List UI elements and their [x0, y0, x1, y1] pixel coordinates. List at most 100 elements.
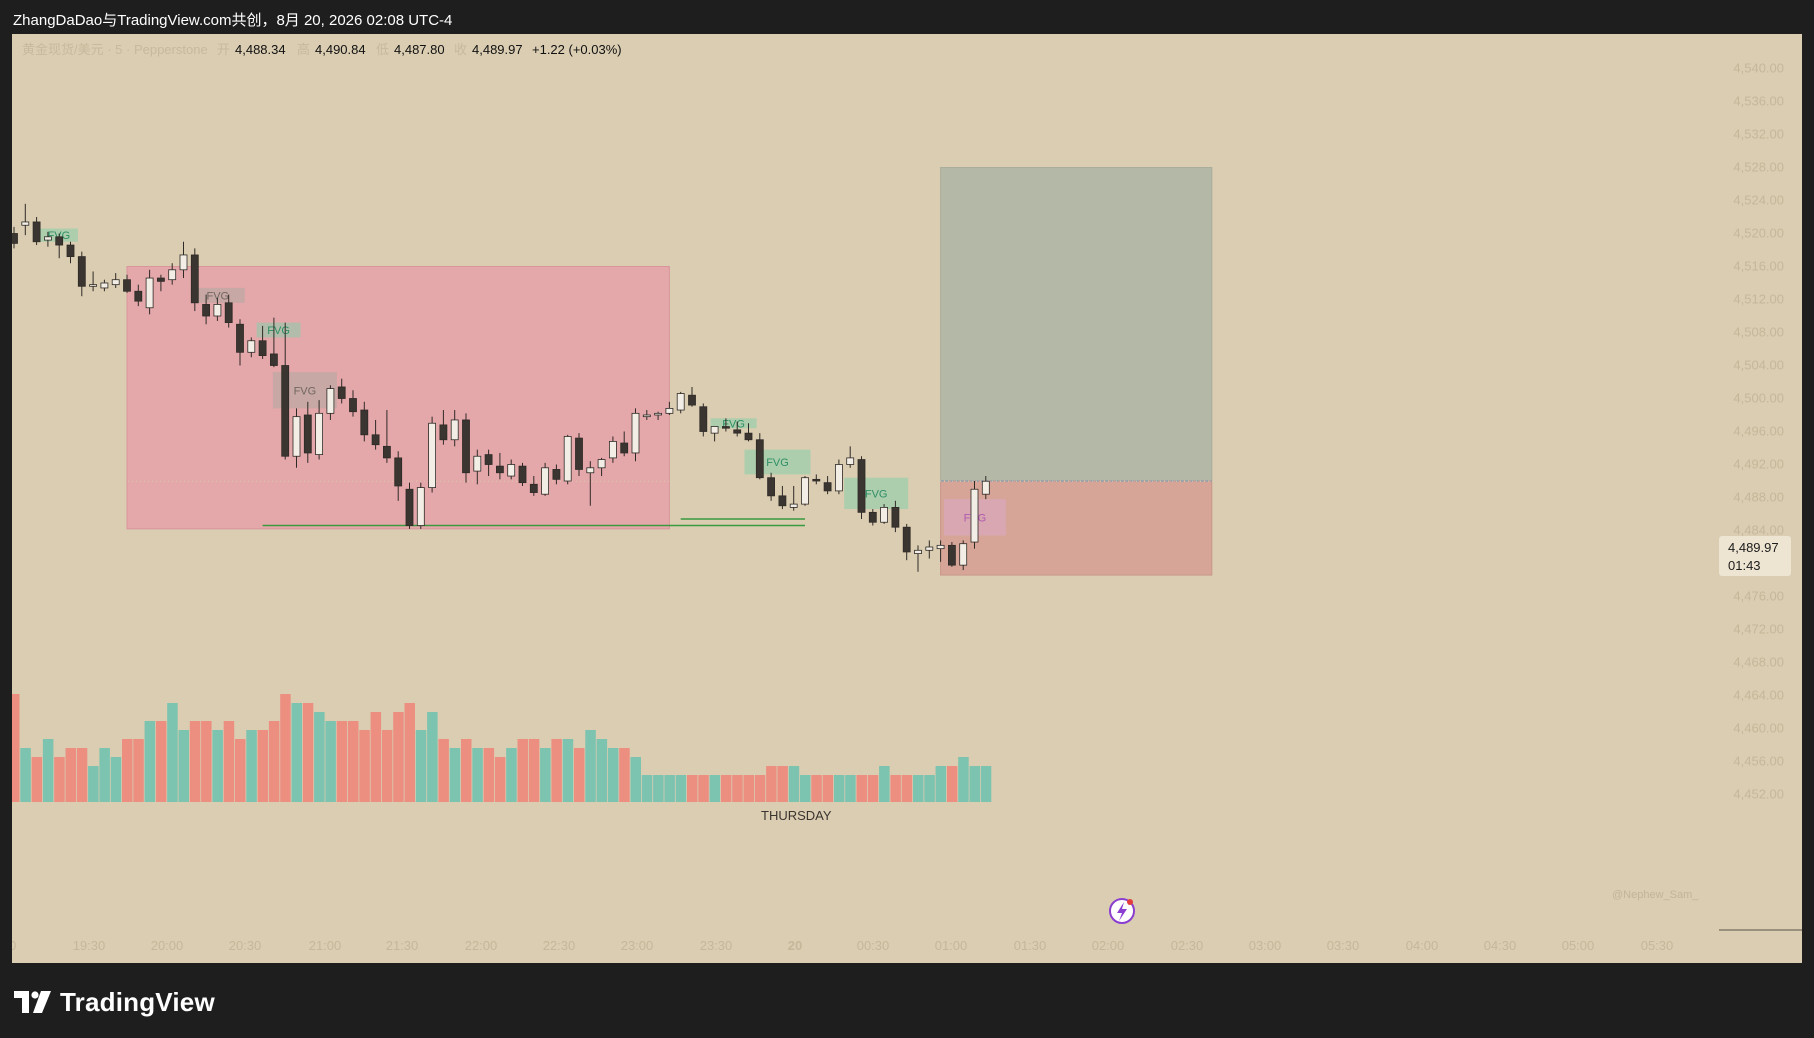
- volume-bar: [415, 730, 427, 802]
- fvg-label: FVG: [865, 488, 888, 500]
- x-tick-label: 21:30: [386, 938, 419, 953]
- x-tick-label: 04:30: [1484, 938, 1517, 953]
- legend-low-label: 低: [376, 42, 389, 57]
- x-tick-label: 03:00: [1249, 938, 1282, 953]
- tradingview-brand[interactable]: TradingView: [14, 987, 215, 1017]
- candle-body: [665, 407, 674, 414]
- x-tick-label: 01:00: [935, 938, 968, 953]
- volume-bar: [381, 730, 393, 802]
- volume-bar: [461, 739, 472, 802]
- candle-body: [202, 304, 211, 317]
- volume-bar: [551, 739, 562, 802]
- candle-body: [676, 393, 685, 411]
- candle-body: [755, 439, 764, 479]
- volume-bar: [133, 739, 144, 802]
- candle-body: [179, 254, 188, 271]
- candle-body: [269, 353, 278, 366]
- x-tick-label: 00:30: [857, 938, 890, 953]
- volume-bar: [528, 739, 540, 802]
- x-tick-label: 05:00: [1562, 938, 1595, 953]
- candle-body: [156, 277, 165, 282]
- tradingview-logo-icon: [14, 991, 51, 1013]
- volume-bar: [76, 748, 88, 802]
- candle-body: [597, 459, 606, 469]
- fvg-box: [256, 322, 301, 338]
- x-tick-label: 05:30: [1641, 938, 1674, 953]
- candle-body: [292, 416, 301, 457]
- y-tick-label: 4,500.00: [1733, 391, 1784, 406]
- candle-body: [541, 467, 549, 495]
- candle-body: [123, 279, 131, 292]
- candle-body: [925, 546, 934, 551]
- candle-body: [44, 236, 52, 241]
- candlestick-chart[interactable]: FVGFVGFVGFVGFVGFVGFVGFVG 4,540.004,536.0…: [12, 34, 1802, 963]
- volume-bar: [562, 739, 574, 802]
- y-tick-label: 4,492.00: [1733, 457, 1784, 472]
- day-label: THURSDAY: [761, 808, 832, 823]
- volume-bar: [630, 757, 641, 802]
- volume-bar: [110, 757, 122, 802]
- volume-bar: [890, 775, 901, 802]
- candle-body: [236, 323, 244, 353]
- price-tag-countdown: 01:43: [1728, 558, 1761, 573]
- volume-bar: [268, 721, 280, 802]
- y-tick-label: 4,456.00: [1733, 754, 1784, 769]
- y-tick-label: 4,496.00: [1733, 424, 1784, 439]
- y-tick-label: 4,464.00: [1733, 688, 1784, 703]
- candle-body: [631, 412, 640, 454]
- candle-body: [337, 386, 346, 399]
- footer-bar: TradingView: [0, 963, 1814, 1038]
- candle-body: [190, 254, 199, 304]
- candle-body: [563, 436, 572, 482]
- volume-bar: [427, 712, 438, 802]
- legend-high-value: 4,490.84: [315, 42, 366, 57]
- fvg-label: FVG: [206, 290, 229, 302]
- candle-body: [812, 478, 821, 482]
- volume-bar: [257, 730, 269, 802]
- price-axis[interactable]: 4,540.00 4,536.00 4,532.00 4,528.00 4,524.00…: [1719, 61, 1802, 931]
- candle-body: [857, 459, 866, 513]
- volume-bar: [302, 703, 314, 802]
- volume-bar: [641, 775, 653, 802]
- legend-open-value: 4,488.34: [235, 42, 286, 57]
- y-tick-label: 4,508.00: [1733, 325, 1784, 340]
- volume-bar: [12, 694, 20, 802]
- y-tick-label: 4,532.00: [1733, 127, 1784, 142]
- volume-bar: [833, 775, 845, 802]
- volume-bar: [822, 775, 834, 802]
- candle-body: [733, 429, 742, 434]
- share-header: ZhangDaDao与TradingView.com共创，8月 20, 2026…: [0, 0, 1814, 34]
- lightning-icon[interactable]: [1109, 898, 1135, 924]
- candle-body: [315, 412, 324, 456]
- volume-bar: [393, 712, 404, 802]
- y-tick-label: 4,452.00: [1733, 787, 1784, 802]
- candle-body: [484, 454, 493, 465]
- candle-body: [744, 432, 753, 441]
- candle-body: [654, 412, 662, 416]
- candle-body: [32, 221, 41, 243]
- candle-body: [789, 503, 798, 508]
- y-tick-label: 4,540.00: [1733, 61, 1784, 76]
- time-axis[interactable]: 00 19:30 20:00 20:30 21:00 21:30 22:00 22:30 23:…: [12, 938, 1673, 953]
- chart-panel[interactable]: FVGFVGFVGFVGFVGFVGFVGFVG 4,540.004,536.0…: [12, 34, 1802, 963]
- candle-body: [880, 506, 888, 523]
- volume-bar: [653, 775, 664, 802]
- candle-body: [349, 398, 357, 413]
- candle-body: [281, 365, 290, 457]
- candle-body: [722, 426, 730, 429]
- x-tick-label: 01:30: [1014, 938, 1047, 953]
- volume-bar: [31, 757, 43, 802]
- y-tick-label: 4,528.00: [1733, 160, 1784, 175]
- candle-body: [699, 406, 708, 432]
- candle-body: [767, 477, 775, 497]
- candle-body: [439, 424, 448, 441]
- target-zone: [940, 167, 1213, 482]
- volume-bar: [483, 748, 495, 802]
- fvg-box: [844, 477, 909, 510]
- candle-body: [134, 290, 143, 302]
- volume-bar: [494, 757, 506, 802]
- volume-bar: [122, 739, 133, 802]
- legend-low-value: 4,487.80: [394, 42, 445, 57]
- x-tick-label: 02:30: [1171, 938, 1204, 953]
- fvg-label: FVG: [766, 457, 789, 469]
